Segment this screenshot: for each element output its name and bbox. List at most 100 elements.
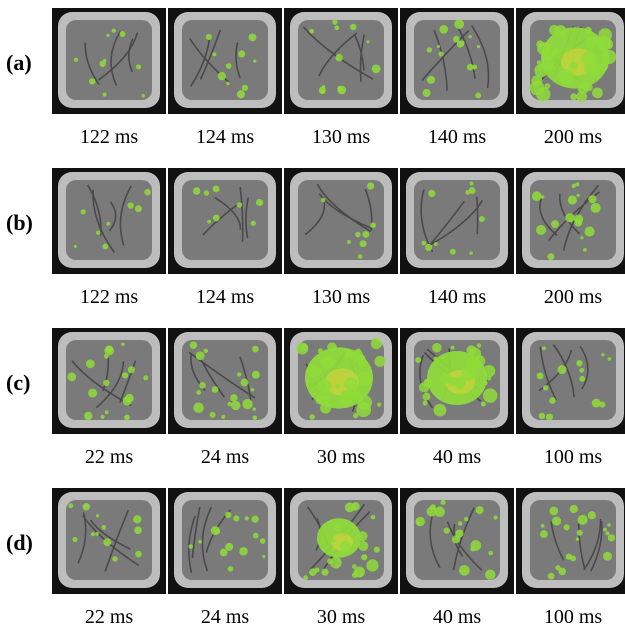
imaging-frame: [284, 8, 398, 114]
activation-spot: [416, 521, 421, 525]
activation-spot: [472, 64, 478, 70]
activation-spot: [424, 243, 433, 252]
activation-spot: [357, 371, 373, 386]
activation-spot: [333, 523, 342, 531]
activation-spot: [547, 253, 555, 261]
activation-spot: [127, 202, 134, 209]
blood-vessel: [318, 193, 372, 230]
activation-spot: [262, 554, 266, 559]
activation-spot: [549, 397, 556, 404]
activation-spot: [330, 538, 335, 543]
blood-vessel: [239, 356, 252, 402]
cortex-tissue: [414, 20, 500, 100]
time-label: 30 ms: [316, 606, 366, 628]
activation-spot: [250, 220, 256, 226]
activation-spot: [335, 383, 340, 389]
activation-spot: [370, 222, 376, 229]
blood-vessel: [421, 29, 470, 81]
activation-spot: [475, 92, 482, 99]
activation-spot: [370, 338, 382, 350]
activation-spot: [248, 33, 257, 42]
cortex-image: [516, 8, 625, 114]
activation-spot: [540, 524, 545, 528]
activation-spot: [463, 516, 469, 522]
activation-spot: [221, 414, 226, 419]
activation-spot: [591, 398, 601, 408]
activation-spot: [90, 532, 95, 537]
activation-spot: [210, 526, 220, 536]
activation-spot: [478, 385, 482, 390]
activation-spot: [241, 84, 249, 91]
cortex-tissue: [530, 500, 616, 580]
activation-spot: [211, 386, 219, 393]
time-label: 122 ms: [79, 126, 139, 148]
blood-vessel: [583, 518, 602, 571]
activation-spot: [217, 72, 227, 81]
activation-spot: [339, 540, 351, 552]
activation-spot: [425, 378, 430, 384]
activation-spot: [143, 375, 149, 381]
activation-spot: [317, 379, 332, 394]
activation-spot: [119, 31, 126, 37]
activation-spot: [480, 401, 486, 407]
activation-spot: [366, 559, 379, 572]
activation-spot: [67, 372, 77, 382]
activation-spot: [439, 372, 451, 384]
activation-spot: [106, 221, 111, 226]
activation-spot: [135, 64, 142, 70]
activation-spot: [576, 91, 588, 103]
activation-spot: [203, 348, 209, 354]
activation-spot: [468, 187, 476, 194]
cortex-tissue: [530, 340, 616, 420]
activation-spot: [351, 389, 361, 399]
activation-spot: [253, 59, 257, 63]
activation-spot: [451, 535, 461, 544]
activation-spot: [356, 402, 372, 418]
activation-spot: [315, 394, 326, 405]
imaging-frame: [52, 8, 166, 114]
activation-spot: [540, 195, 545, 199]
activation-spot: [468, 34, 472, 39]
activation-spot: [321, 198, 326, 203]
activation-spot: [334, 25, 340, 31]
activation-spot: [122, 372, 129, 379]
imaging-frame: [400, 488, 514, 594]
activation-spot: [601, 353, 605, 357]
blood-vessel: [419, 354, 434, 409]
activation-spot: [242, 398, 253, 410]
time-label: 24 ms: [200, 606, 250, 628]
activation-spot: [542, 385, 549, 391]
blood-vessel: [539, 346, 557, 401]
activation-spot: [585, 36, 598, 49]
activation-spot: [95, 532, 99, 536]
activation-spot: [576, 360, 583, 367]
activation-spot: [144, 188, 151, 196]
activation-spot: [95, 514, 100, 518]
blood-vessel: [579, 345, 589, 390]
activation-spot: [238, 50, 246, 58]
blood-vessel: [188, 515, 196, 573]
activation-spot: [225, 542, 234, 551]
imaging-frame: [284, 168, 398, 274]
activation-spot: [212, 185, 220, 193]
cortex-image: [284, 168, 398, 274]
activation-spot: [541, 346, 546, 351]
activation-spot: [73, 244, 77, 248]
activation-spot: [100, 414, 105, 419]
activation-spot: [236, 202, 243, 208]
activation-spot: [426, 47, 433, 53]
activation-spot: [571, 183, 576, 189]
activation-spot: [244, 516, 249, 521]
blood-vessel: [119, 185, 132, 246]
activation-spot: [251, 515, 259, 523]
activation-spot: [433, 403, 447, 417]
cortex-tissue: [298, 180, 384, 260]
activation-spot: [133, 515, 142, 524]
activation-spot: [454, 19, 465, 30]
activation-spot: [250, 387, 255, 392]
blood-vessel: [201, 506, 213, 572]
activation-spot: [439, 24, 449, 34]
activation-spot: [351, 571, 358, 579]
blood-vessel: [353, 33, 365, 71]
activation-spot: [374, 355, 386, 367]
